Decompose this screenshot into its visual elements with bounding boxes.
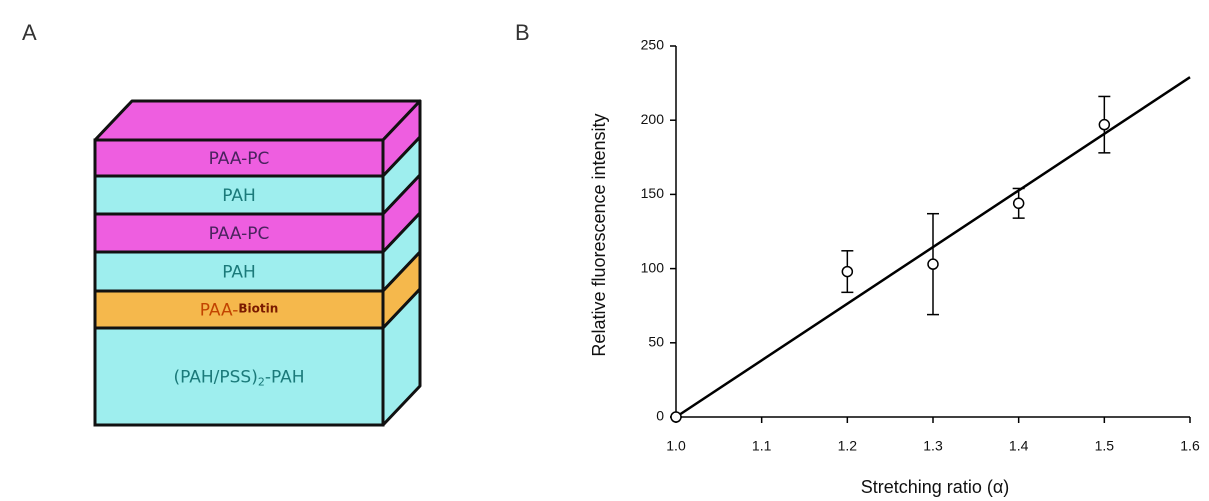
- suffix: Biotin: [238, 301, 278, 315]
- layer-name: PAH: [222, 186, 256, 206]
- layer: [93, 250, 385, 293]
- y-tick-label: 200: [641, 111, 665, 127]
- layer-label: PAH: [222, 186, 256, 206]
- layer-name: PAH: [222, 263, 256, 283]
- layer-label: PAA-PC: [209, 224, 270, 244]
- layer: [93, 138, 385, 178]
- x-axis-label: Stretching ratio (α): [861, 477, 1009, 497]
- layer-label: PAA-Biotin: [200, 301, 279, 321]
- data-point: [1098, 118, 1111, 131]
- top-face: [93, 99, 422, 142]
- data-point: [670, 411, 682, 423]
- chart: Stretching ratio (α) Relative fluorescen…: [589, 37, 1200, 497]
- layer-label: (PAH/PSS)2-PAH: [173, 368, 304, 389]
- layer: [93, 289, 385, 330]
- suffix: -PAH: [265, 368, 305, 388]
- data-point: [841, 265, 854, 278]
- subscript: 2: [258, 376, 265, 389]
- x-tick-label: 1.4: [1009, 438, 1029, 454]
- data-point: [1012, 197, 1025, 210]
- y-tick-label: 50: [648, 334, 664, 350]
- layer: [93, 326, 385, 427]
- x-tick-label: 1.2: [838, 438, 858, 454]
- y-tick-label: 100: [641, 259, 665, 275]
- x-tick-label: 1.0: [666, 438, 686, 454]
- y-tick-label: 150: [641, 185, 665, 201]
- x-tick-label: 1.1: [752, 438, 772, 454]
- layer-stack: PAA-PC PAH PAA-PC PAH PAA-Biotin (PAH/PSS)2-P…: [93, 99, 422, 427]
- x-tick-label: 1.5: [1095, 438, 1115, 454]
- data-point: [927, 258, 939, 270]
- y-tick-label: 250: [641, 37, 665, 53]
- x-tick-label: 1.6: [1180, 438, 1200, 454]
- panel-label: B: [515, 20, 530, 45]
- y-tick-label: 0: [656, 408, 664, 424]
- layer-label: PAA-PC: [209, 149, 270, 169]
- y-axis-label: Relative fluorescence intensity: [589, 113, 609, 356]
- layer-name: PAA-: [200, 301, 239, 321]
- layer-name: PAA-PC: [209, 224, 270, 244]
- layer-name: (PAH/PSS): [173, 368, 257, 388]
- layer-name: PAA-PC: [209, 149, 270, 169]
- layer-label: PAH: [222, 263, 256, 283]
- x-tick-label: 1.3: [923, 438, 943, 454]
- panel-label: A: [22, 20, 37, 45]
- layer: [93, 212, 385, 254]
